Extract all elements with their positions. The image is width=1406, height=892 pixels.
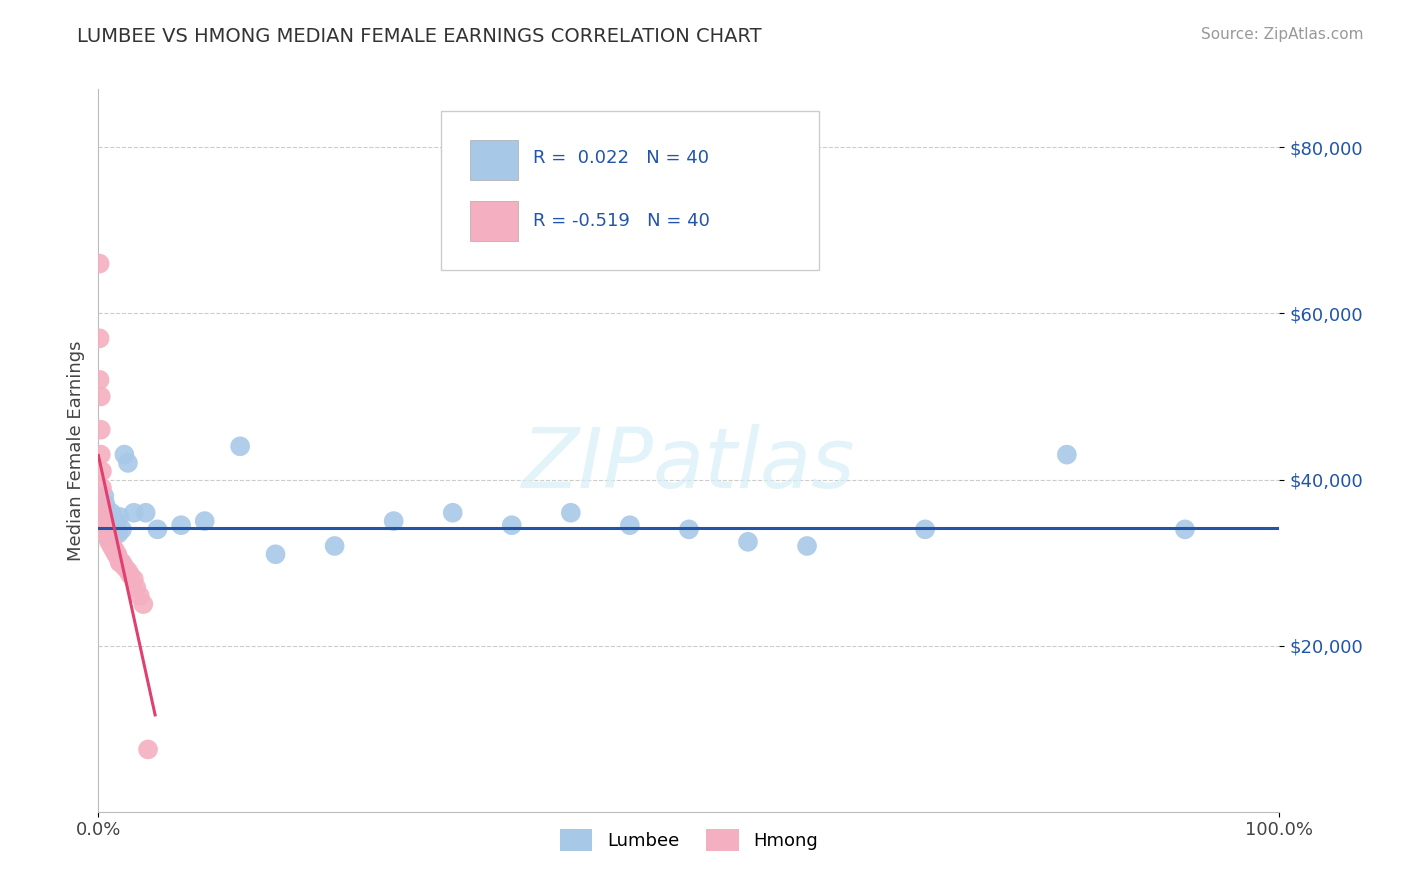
Point — [94, 498, 117, 512]
Point — [128, 589, 150, 603]
Point — [501, 518, 523, 533]
Point — [382, 514, 405, 528]
Point — [229, 439, 252, 453]
Point — [125, 581, 148, 595]
Point — [122, 506, 145, 520]
Point — [97, 531, 120, 545]
Point — [90, 389, 112, 403]
Point — [1174, 522, 1197, 536]
Point — [91, 498, 114, 512]
Point — [91, 464, 114, 478]
Point — [89, 331, 111, 345]
FancyBboxPatch shape — [471, 140, 517, 179]
Point — [90, 423, 112, 437]
Text: Source: ZipAtlas.com: Source: ZipAtlas.com — [1201, 27, 1364, 42]
Point — [96, 506, 118, 520]
Point — [98, 534, 121, 549]
Point — [91, 509, 114, 524]
Point — [91, 481, 114, 495]
Point — [105, 514, 128, 528]
Point — [135, 506, 157, 520]
Point — [97, 526, 120, 541]
Point — [194, 514, 217, 528]
Point — [112, 559, 135, 574]
Point — [104, 543, 127, 558]
Point — [110, 556, 132, 570]
Point — [122, 572, 145, 586]
Point — [93, 501, 115, 516]
FancyBboxPatch shape — [441, 111, 818, 269]
Point — [112, 448, 135, 462]
Point — [1056, 448, 1078, 462]
Point — [90, 448, 112, 462]
Point — [170, 518, 193, 533]
Point — [619, 518, 641, 533]
Text: LUMBEE VS HMONG MEDIAN FEMALE EARNINGS CORRELATION CHART: LUMBEE VS HMONG MEDIAN FEMALE EARNINGS C… — [77, 27, 762, 45]
Point — [105, 547, 128, 561]
Legend: Lumbee, Hmong: Lumbee, Hmong — [551, 821, 827, 861]
Point — [737, 534, 759, 549]
Point — [120, 568, 142, 582]
Point — [93, 514, 115, 528]
Point — [108, 509, 131, 524]
Point — [146, 522, 169, 536]
Point — [96, 518, 118, 533]
Point — [103, 522, 125, 536]
Point — [117, 564, 139, 578]
Point — [91, 514, 114, 528]
Point — [107, 526, 129, 541]
Point — [89, 257, 111, 271]
Point — [91, 506, 114, 520]
Point — [101, 514, 124, 528]
Point — [98, 531, 121, 545]
Point — [117, 456, 139, 470]
Point — [107, 551, 129, 566]
Point — [441, 506, 464, 520]
Point — [678, 522, 700, 536]
Point — [105, 522, 128, 536]
Text: R =  0.022   N = 40: R = 0.022 N = 40 — [533, 149, 709, 167]
Point — [323, 539, 346, 553]
Point — [103, 543, 125, 558]
Point — [94, 518, 117, 533]
Point — [136, 742, 159, 756]
Point — [111, 522, 134, 536]
Text: R = -0.519   N = 40: R = -0.519 N = 40 — [533, 211, 710, 230]
Point — [264, 547, 287, 561]
Text: ZIPatlas: ZIPatlas — [522, 425, 856, 506]
FancyBboxPatch shape — [471, 202, 517, 241]
Point — [96, 526, 118, 541]
Point — [98, 522, 121, 536]
Point — [111, 556, 134, 570]
Point — [132, 597, 155, 611]
Point — [100, 506, 122, 520]
Point — [89, 373, 111, 387]
Point — [100, 539, 122, 553]
Point — [97, 531, 120, 545]
Point — [101, 539, 124, 553]
Point — [98, 509, 121, 524]
Point — [796, 539, 818, 553]
Point — [94, 522, 117, 536]
Point — [98, 534, 121, 549]
Point — [91, 526, 114, 541]
Point — [105, 547, 128, 561]
Point — [914, 522, 936, 536]
Point — [93, 518, 115, 533]
Point — [560, 506, 582, 520]
Point — [104, 526, 127, 541]
Point — [93, 489, 115, 503]
Point — [96, 522, 118, 536]
Point — [108, 556, 131, 570]
Y-axis label: Median Female Earnings: Median Female Earnings — [66, 340, 84, 561]
